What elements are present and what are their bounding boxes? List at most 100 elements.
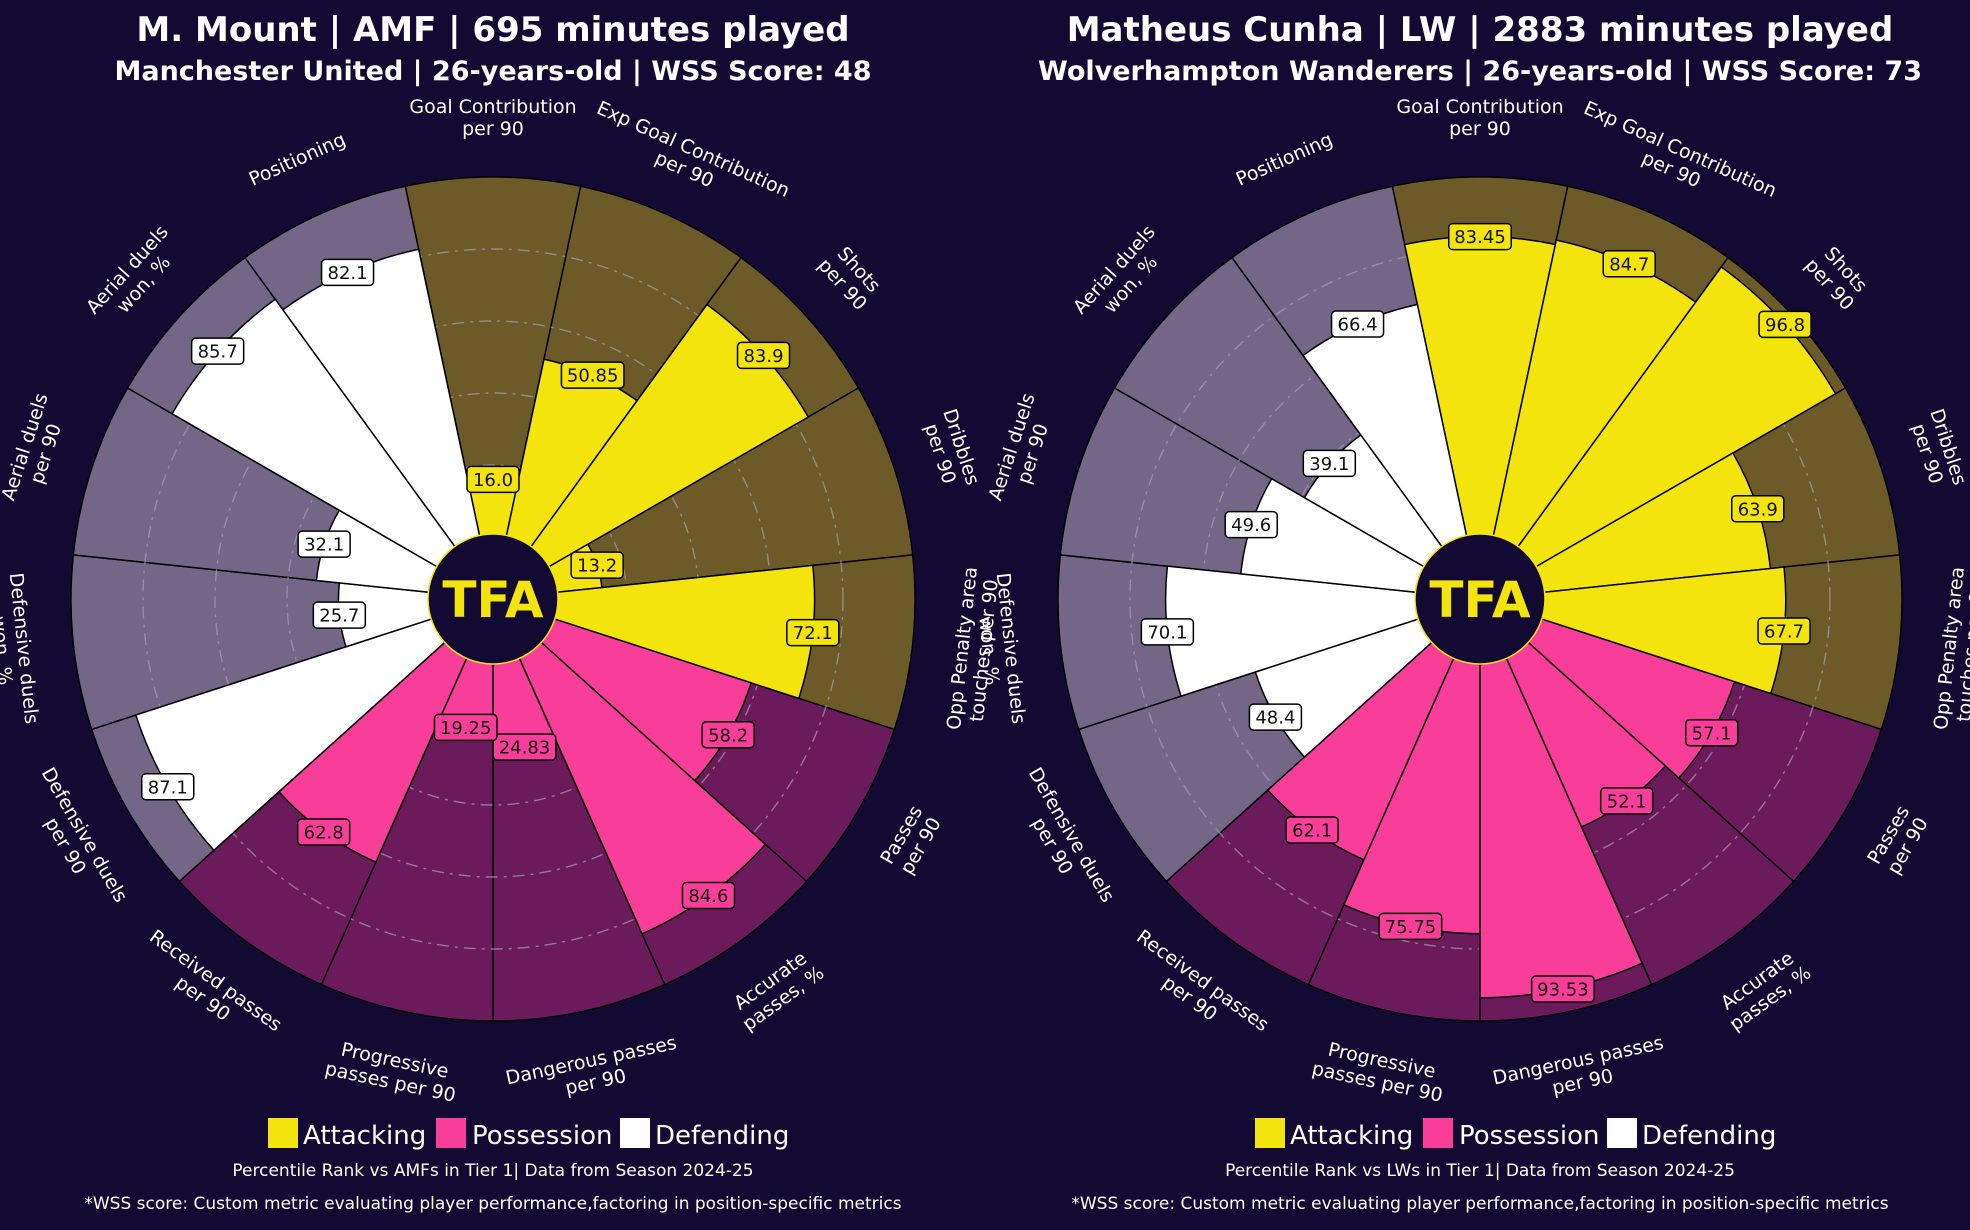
value-label-box bbox=[786, 618, 840, 647]
value-label-text: 96.8 bbox=[1765, 315, 1805, 336]
legend-swatch-possession bbox=[1423, 1118, 1453, 1148]
value-label-aerial-duels-per-90: 49.6 bbox=[1224, 510, 1278, 539]
value-labels: 16.0 50.85 83.9 13.2 72.1 58.2 84.6 24.83 19.25 6… bbox=[141, 258, 840, 910]
value-label-text: 83.9 bbox=[743, 346, 783, 367]
value-label-box bbox=[296, 818, 351, 846]
value-label-box bbox=[1758, 310, 1812, 339]
legend-label-defending: Defending bbox=[1642, 1121, 1776, 1151]
value-label-text: 83.45 bbox=[1454, 227, 1506, 248]
value-label-text: 48.4 bbox=[1255, 708, 1295, 729]
value-label-text: 82.1 bbox=[328, 263, 368, 284]
value-label-box bbox=[1530, 975, 1595, 1003]
value-label-text: 84.6 bbox=[688, 886, 728, 907]
value-label-box bbox=[1448, 222, 1512, 251]
footnote-wss: *WSS score: Custom metric evaluating pla… bbox=[84, 1194, 901, 1214]
legend-swatch-possession bbox=[436, 1118, 466, 1148]
value-label-goal-contribution-per-90: 16.0 bbox=[466, 465, 520, 494]
legend: Attacking Possession Defending bbox=[1255, 1118, 1776, 1151]
slices bbox=[1057, 176, 1903, 1022]
legend-label-possession: Possession bbox=[1459, 1121, 1599, 1151]
legend-label-attacking: Attacking bbox=[1290, 1121, 1413, 1151]
value-label-shots-per-90: 83.9 bbox=[736, 341, 791, 370]
value-label-text: 85.7 bbox=[198, 342, 238, 363]
value-label-text: 39.1 bbox=[1309, 454, 1349, 475]
legend-swatch-defending bbox=[1607, 1118, 1637, 1148]
value-label-text: 24.83 bbox=[499, 738, 551, 759]
value-label-box bbox=[570, 551, 624, 579]
legend-swatch-attacking bbox=[268, 1118, 298, 1148]
value-label-text: 13.2 bbox=[577, 556, 617, 577]
value-label-aerial-duels-won: 39.1 bbox=[1302, 449, 1357, 478]
legend-label-possession: Possession bbox=[472, 1121, 612, 1151]
footnote-percentile: Percentile Rank vs AMFs in Tier 1| Data … bbox=[232, 1161, 753, 1181]
value-label-box bbox=[141, 773, 195, 801]
value-label-aerial-duels-per-90: 32.1 bbox=[297, 530, 351, 558]
value-label-text: 87.1 bbox=[148, 777, 188, 798]
chart-title: Matheus Cunha | LW | 2883 minutes played bbox=[1067, 10, 1894, 50]
value-label-text: 62.8 bbox=[304, 823, 344, 844]
value-label-text: 63.9 bbox=[1738, 499, 1778, 520]
value-label-dangerous-passes-per-90: 93.53 bbox=[1530, 975, 1595, 1003]
value-label-dribbles-per-90: 63.9 bbox=[1730, 495, 1785, 523]
value-label-box bbox=[492, 733, 557, 761]
value-label-exp-goal-contribution-per-90: 50.85 bbox=[560, 361, 625, 389]
value-label-text: 66.4 bbox=[1338, 314, 1378, 335]
value-label-shots-per-90: 96.8 bbox=[1758, 310, 1812, 339]
value-label-box bbox=[1248, 703, 1303, 731]
value-label-box bbox=[466, 465, 520, 494]
legend-swatch-defending bbox=[620, 1118, 650, 1148]
value-label-exp-goal-contribution-per-90: 84.7 bbox=[1602, 250, 1656, 278]
value-label-positioning: 82.1 bbox=[320, 258, 375, 287]
value-label-defensive-duels-won: 25.7 bbox=[312, 601, 367, 629]
value-label-text: 84.7 bbox=[1609, 254, 1649, 275]
value-label-box bbox=[1378, 912, 1443, 941]
value-label-goal-contribution-per-90: 83.45 bbox=[1448, 222, 1512, 251]
value-label-box bbox=[736, 341, 791, 370]
parameter-label-line: per 90 bbox=[462, 118, 524, 140]
value-label-box bbox=[1330, 310, 1385, 338]
value-label-text: 49.6 bbox=[1231, 515, 1271, 536]
value-label-text: 93.53 bbox=[1537, 979, 1589, 1000]
value-label-box bbox=[701, 721, 755, 749]
footnote-wss: *WSS score: Custom metric evaluating pla… bbox=[1071, 1194, 1888, 1214]
parameter-label-line: Goal Contribution bbox=[1396, 96, 1563, 118]
value-label-box bbox=[560, 361, 625, 389]
center-logo: TFA bbox=[427, 533, 559, 665]
chart-title: M. Mount | AMF | 695 minutes played bbox=[136, 10, 849, 50]
value-label-box bbox=[1684, 719, 1739, 747]
value-label-box bbox=[190, 337, 245, 365]
value-label-passes-per-90: 58.2 bbox=[701, 721, 755, 749]
value-label-opp-penalty-area-touches-per-90: 72.1 bbox=[786, 618, 840, 647]
value-label-text: 72.1 bbox=[793, 623, 833, 644]
value-label-text: 16.0 bbox=[473, 470, 513, 491]
legend-label-attacking: Attacking bbox=[303, 1121, 426, 1151]
value-label-aerial-duels-won: 85.7 bbox=[190, 337, 245, 365]
logo-text: TFA bbox=[1429, 571, 1531, 629]
parameter-label-line: Goal Contribution bbox=[409, 96, 576, 118]
value-label-box bbox=[1285, 816, 1339, 844]
value-label-dangerous-passes-per-90: 24.83 bbox=[492, 733, 557, 761]
value-label-defensive-duels-won: 70.1 bbox=[1140, 618, 1195, 646]
value-label-text: 32.1 bbox=[304, 535, 344, 556]
logo-circle bbox=[1414, 533, 1546, 665]
logo-text: TFA bbox=[442, 571, 544, 629]
pizza-chart-mount: M. Mount | AMF | 695 minutes played Manc… bbox=[0, 10, 1003, 1214]
value-label-box bbox=[1224, 510, 1278, 539]
value-label-box bbox=[1599, 787, 1654, 815]
value-label-box bbox=[1757, 617, 1811, 645]
legend-label-defending: Defending bbox=[655, 1121, 789, 1151]
value-label-box bbox=[1140, 618, 1195, 646]
value-label-received-passes-per-90: 62.8 bbox=[296, 818, 351, 846]
value-label-opp-penalty-area-touches-per-90: 67.7 bbox=[1757, 617, 1811, 645]
value-label-defensive-duels-per-90: 48.4 bbox=[1248, 703, 1303, 731]
value-label-positioning: 66.4 bbox=[1330, 310, 1385, 338]
value-label-text: 70.1 bbox=[1147, 622, 1187, 643]
value-label-text: 52.1 bbox=[1607, 791, 1647, 812]
value-label-passes-per-90: 57.1 bbox=[1684, 719, 1739, 747]
value-labels: 83.45 84.7 96.8 63.9 67.7 57.1 52.1 93.53 75.75 6… bbox=[1140, 222, 1812, 1003]
legend: Attacking Possession Defending bbox=[268, 1118, 789, 1151]
value-label-box bbox=[312, 601, 367, 629]
